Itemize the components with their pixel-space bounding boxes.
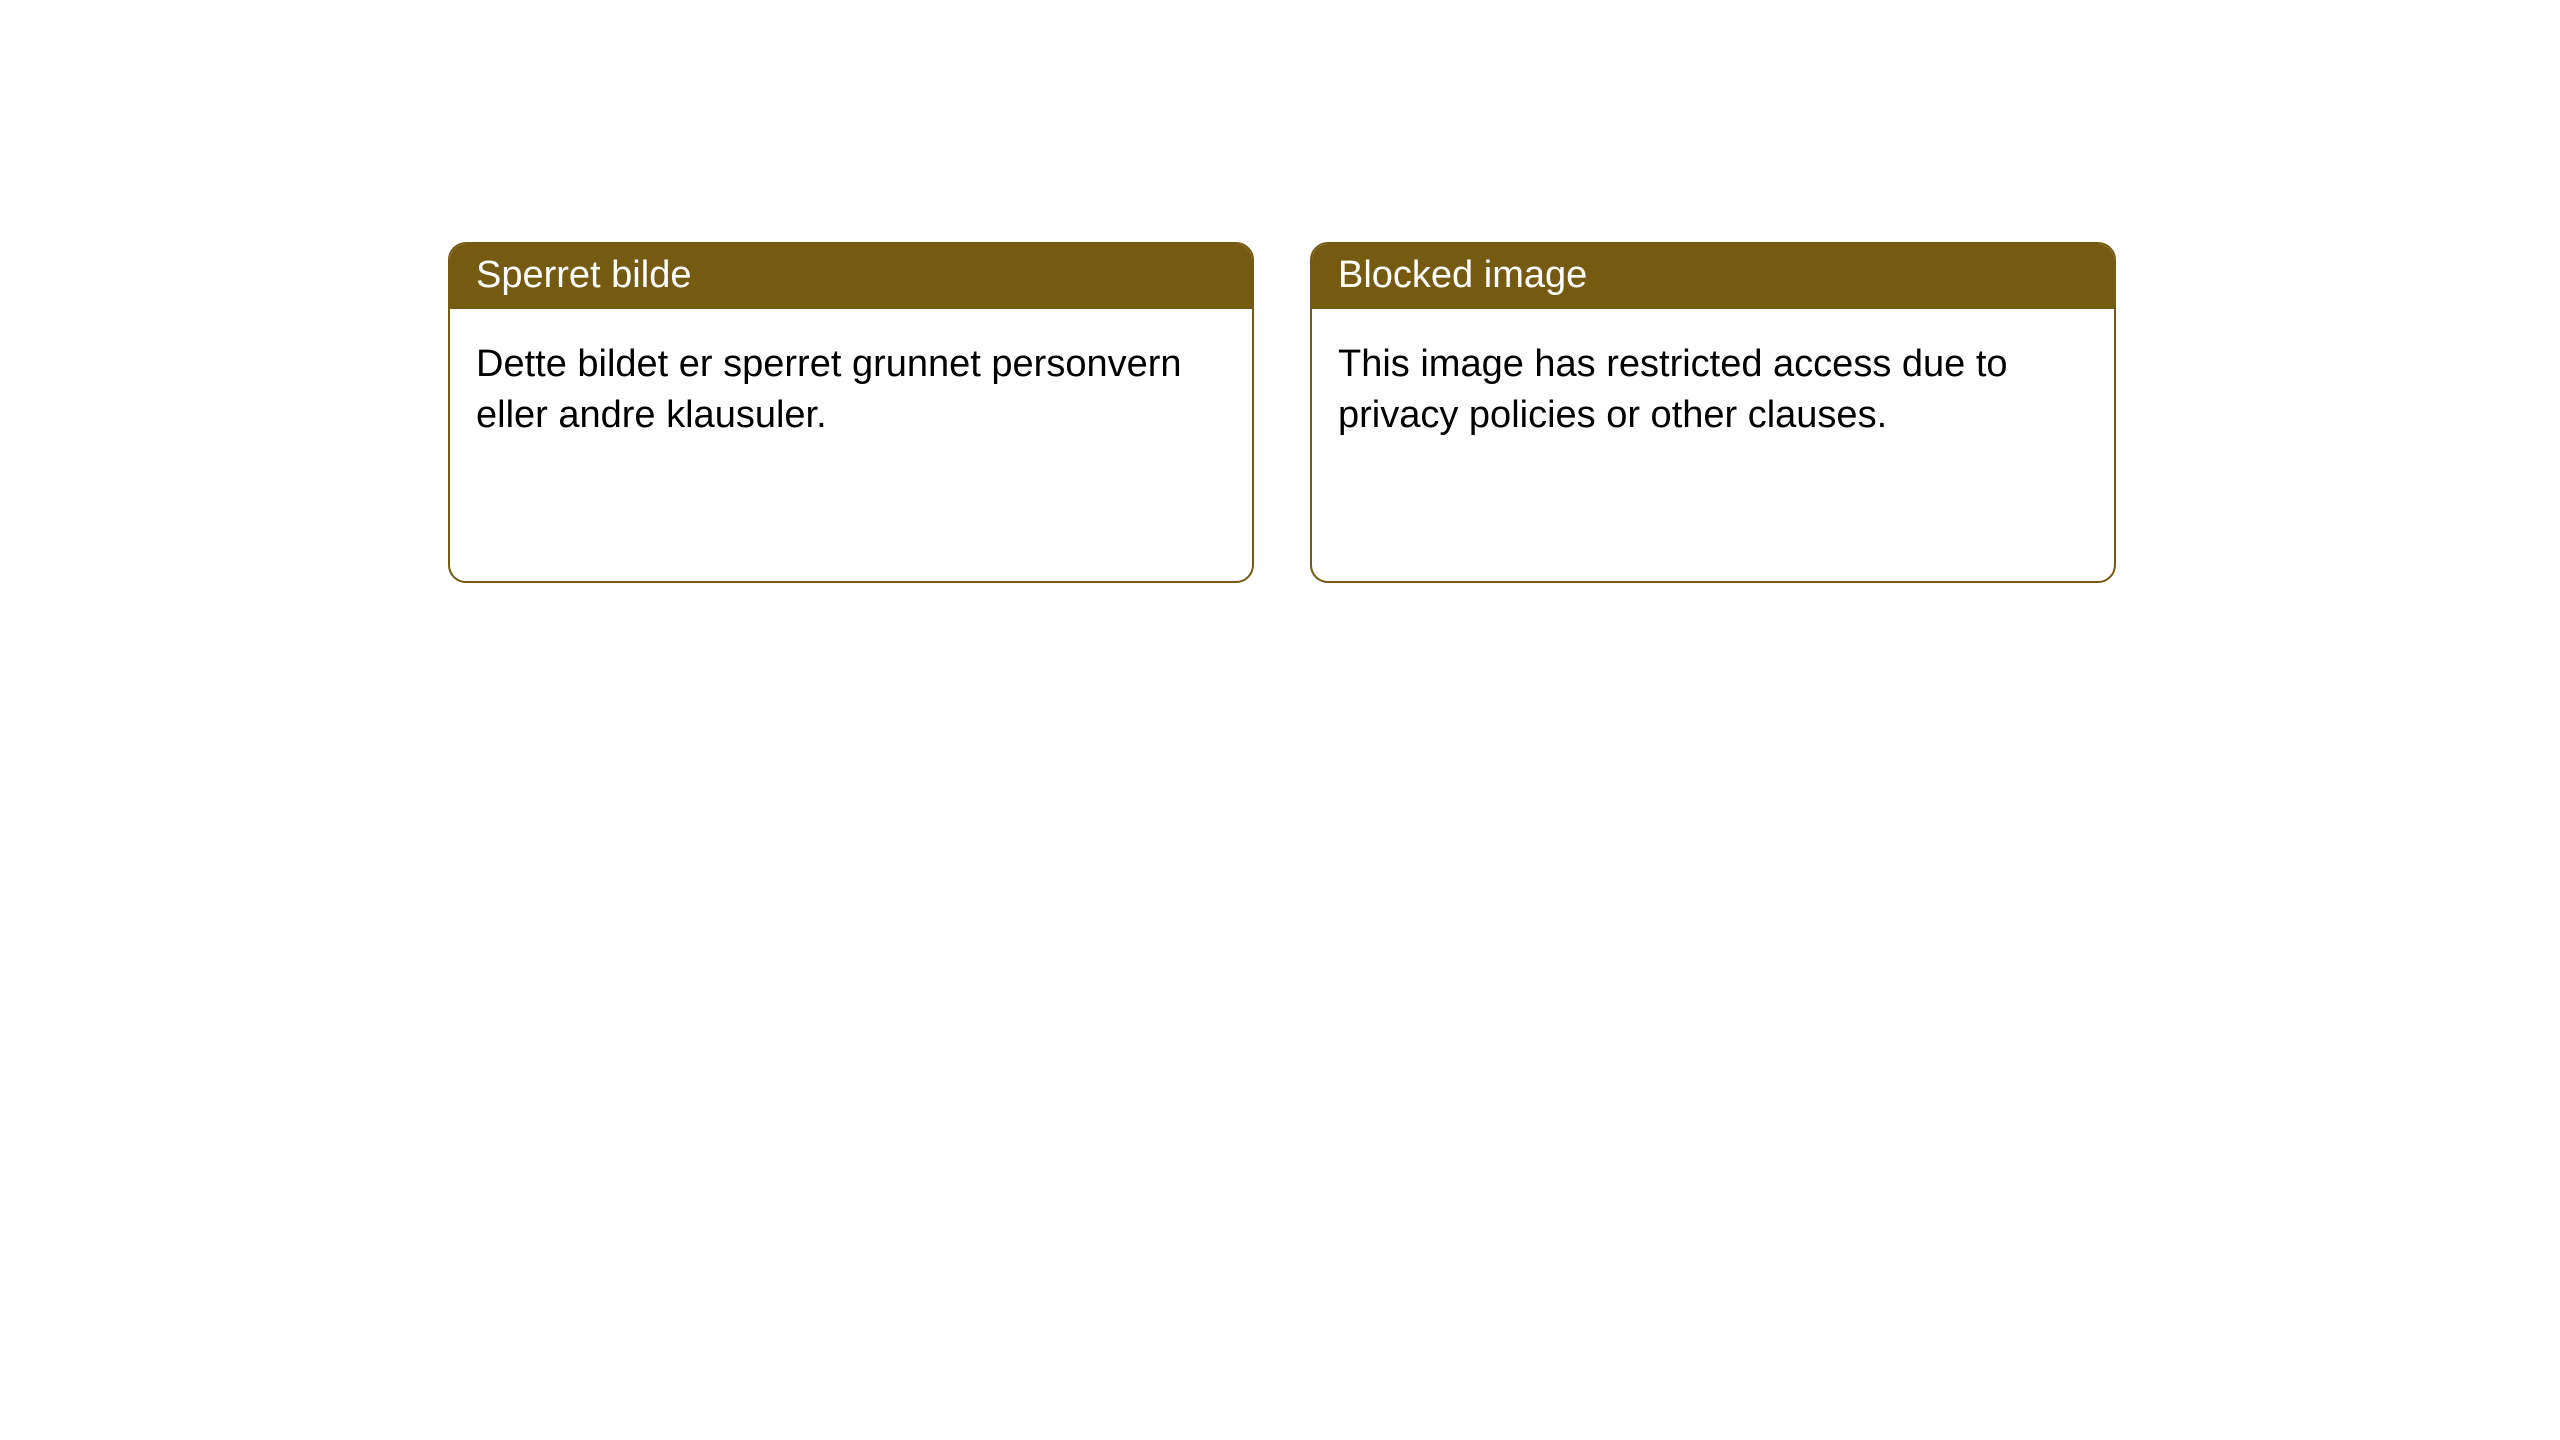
notice-card-body: This image has restricted access due to … [1312, 309, 2114, 581]
notice-card-header: Sperret bilde [450, 244, 1252, 309]
notice-cards-container: Sperret bilde Dette bildet er sperret gr… [0, 0, 2560, 583]
notice-card-header: Blocked image [1312, 244, 2114, 309]
notice-card-body: Dette bildet er sperret grunnet personve… [450, 309, 1252, 581]
notice-card-norwegian: Sperret bilde Dette bildet er sperret gr… [448, 242, 1254, 583]
notice-card-english: Blocked image This image has restricted … [1310, 242, 2116, 583]
